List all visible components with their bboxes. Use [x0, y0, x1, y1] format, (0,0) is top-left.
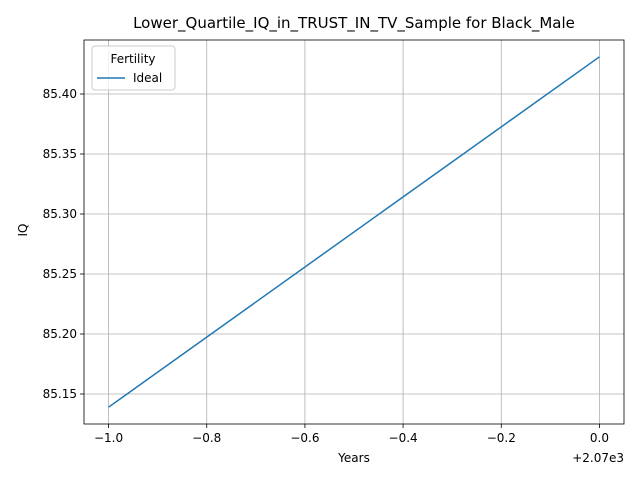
legend-box	[91, 45, 176, 91]
series-layer	[108, 56, 600, 408]
x-tick-label: −0.6	[290, 431, 319, 445]
legend: Fertility Ideal	[91, 45, 176, 91]
y-tick-label: 85.15	[43, 387, 77, 401]
y-tick-label: 85.20	[43, 327, 77, 341]
x-tick-label: −0.2	[487, 431, 516, 445]
x-tick-label: 0.0	[590, 431, 609, 445]
y-tick-label: 85.40	[43, 87, 77, 101]
x-axis-offset-label: +2.07e3	[572, 451, 624, 465]
legend-title: Fertility	[110, 52, 155, 66]
x-axis: −1.0 −0.8 −0.6 −0.4 −0.2 0.0	[94, 424, 609, 445]
y-axis-label: IQ	[16, 224, 30, 237]
x-axis-label: Years	[337, 451, 370, 465]
chart-title: Lower_Quartile_IQ_in_TRUST_IN_TV_Sample …	[133, 14, 575, 33]
grid	[84, 40, 624, 424]
y-axis: 85.15 85.20 85.25 85.30 85.35 85.40	[43, 87, 84, 401]
legend-entry: Ideal	[133, 71, 162, 85]
y-tick-label: 85.30	[43, 207, 77, 221]
x-tick-label: −0.8	[192, 431, 221, 445]
plot-frame	[83, 39, 625, 425]
series-line	[108, 56, 600, 408]
y-tick-label: 85.35	[43, 147, 77, 161]
x-tick-label: −1.0	[94, 431, 123, 445]
x-tick-label: −0.4	[389, 431, 418, 445]
y-tick-label: 85.25	[43, 267, 77, 281]
